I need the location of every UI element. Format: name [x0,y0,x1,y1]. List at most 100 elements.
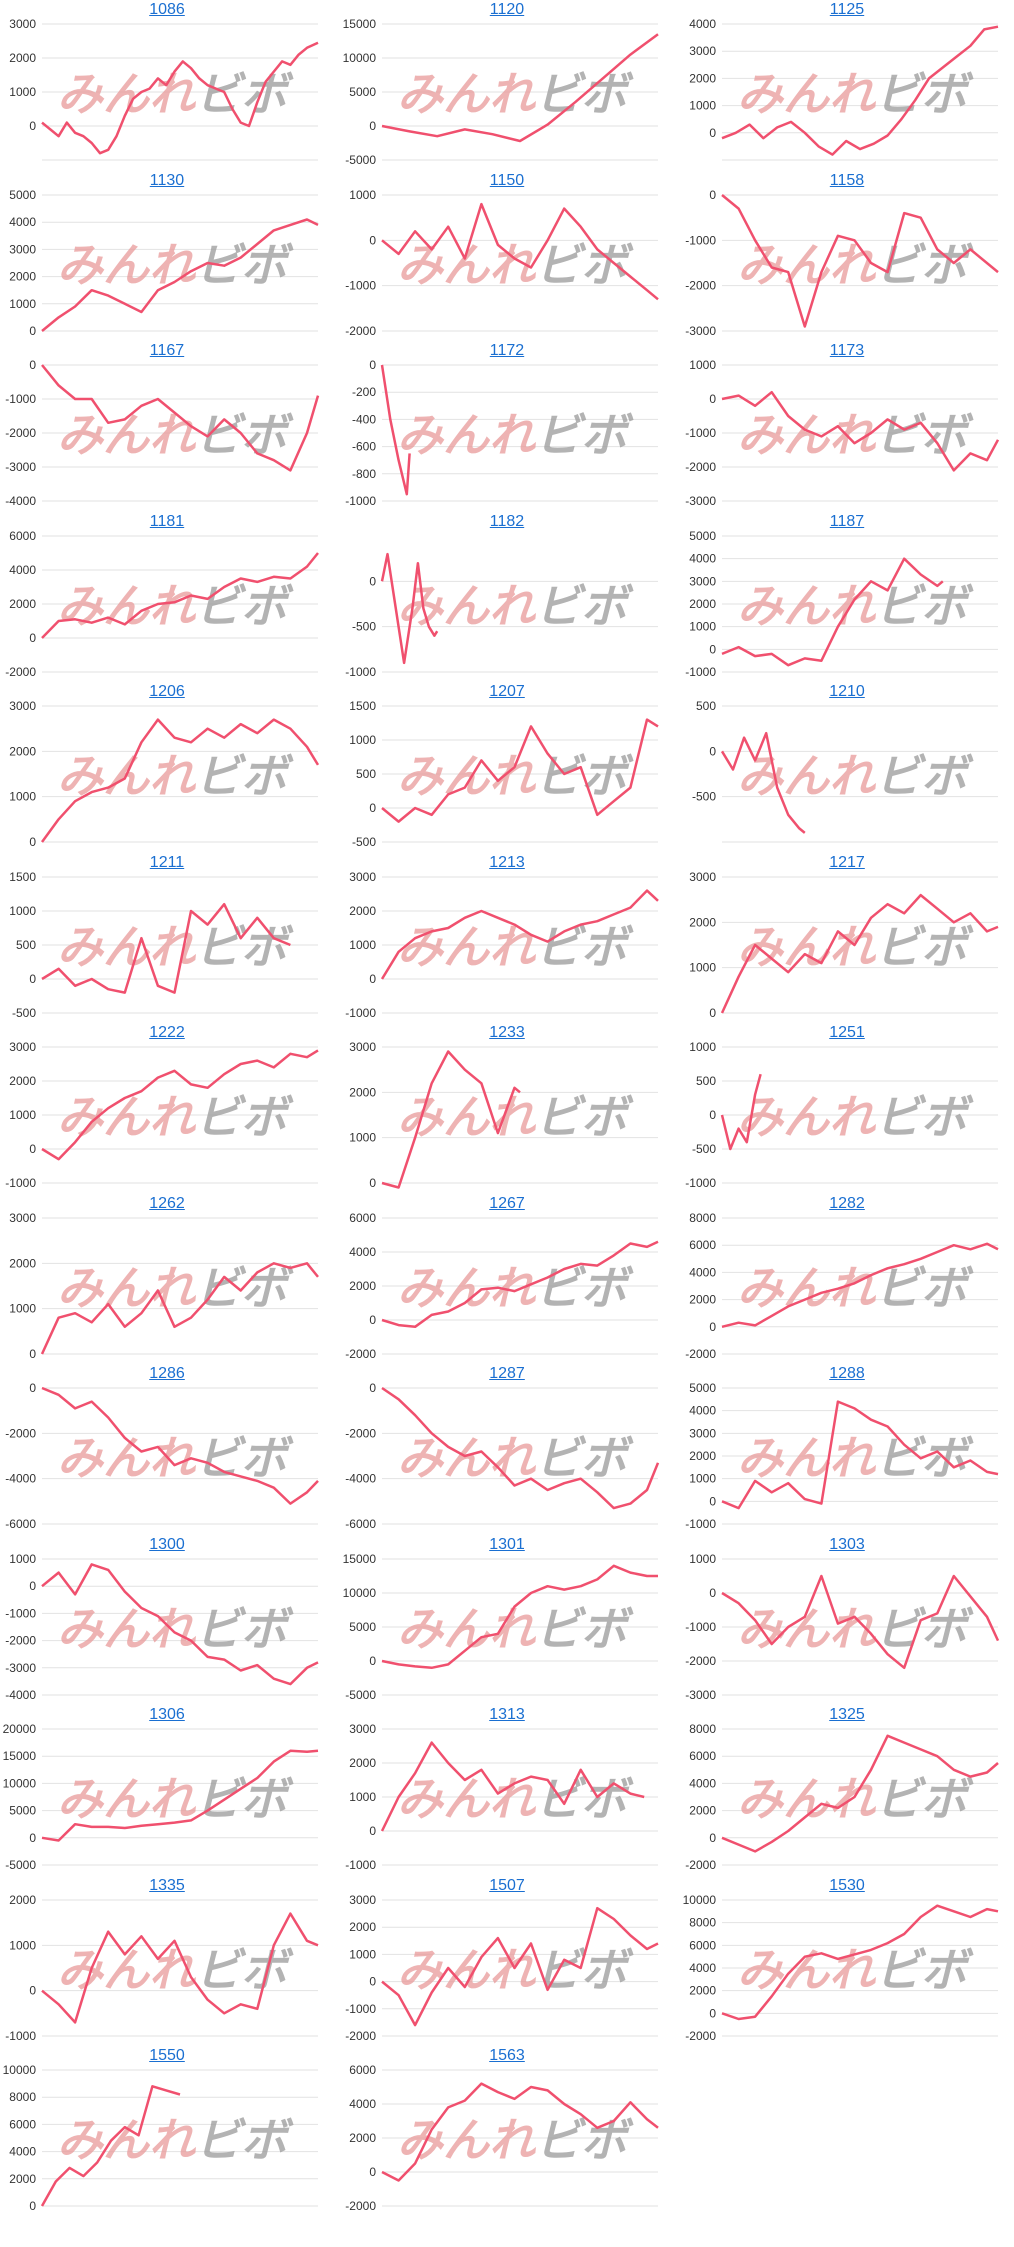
chart-title-link[interactable]: 1130 [149,171,185,189]
chart-title-link[interactable]: 1550 [149,2047,185,2064]
y-tick-label: 2000 [349,1920,376,1934]
chart-1267: 1267 -2000 0 2000 4000 6000 みんれビボ [340,1194,674,1364]
chart-title-link[interactable]: 1300 [149,1535,185,1553]
chart-title-link[interactable]: 1313 [489,1706,525,1723]
chart-1173: 1173 -3000 -2000 -1000 0 1000 みんれビボ [680,341,1014,511]
chart-title-link[interactable]: 1120 [489,1,525,18]
y-tick-label: 4000 [689,551,716,565]
chart-title-link[interactable]: 1173 [829,342,865,359]
y-tick-label: 3000 [9,699,36,713]
chart-title-link[interactable]: 1222 [149,1024,185,1041]
chart-title-link[interactable]: 1207 [489,683,525,700]
y-tick-label: -2000 [5,665,36,679]
watermark: みんれビボ [397,1602,634,1656]
chart-title-link[interactable]: 1335 [149,1876,185,1894]
y-tick-label: 6000 [9,529,36,543]
chart-title-link[interactable]: 1530 [829,1876,865,1894]
chart-title-link[interactable]: 1206 [149,683,185,700]
chart-title-link[interactable]: 1287 [489,1365,525,1382]
chart-plot: -1000 0 1000 2000 3000 みんれビボ [5,1040,319,1190]
chart-title-link[interactable]: 1286 [149,1365,185,1382]
chart-title-link[interactable]: 1210 [829,683,865,700]
chart-title-link[interactable]: 1282 [829,1194,865,1212]
chart-title-link[interactable]: 1172 [489,342,525,359]
chart-1288: 1288 -1000 0 1000 2000 3000 4000 5000 みんれビボ [680,1364,1014,1534]
y-tick-label: -200 [352,385,376,399]
y-tick-label: 2000 [9,744,36,758]
chart-1300: 1300 -4000 -3000 -2000 -1000 0 1000 みんれビボ [0,1535,334,1705]
y-tick-label: 15000 [3,1749,37,1763]
chart-plot: -2000 0 2000 4000 6000 みんれビボ [5,529,319,679]
chart-title-link[interactable]: 1325 [829,1706,865,1723]
chart-title-link[interactable]: 1233 [489,1024,525,1041]
chart-plot: -4000 -3000 -2000 -1000 0 みんれビボ [5,358,320,508]
y-tick-label: 5000 [349,1620,376,1634]
chart-title-link[interactable]: 1213 [489,853,525,871]
series-line [720,893,999,1014]
y-tick-label: -1000 [345,665,376,679]
chart-title-link[interactable]: 1262 [149,1194,185,1212]
y-tick-label: -4000 [5,494,36,508]
y-tick-label: 2000 [349,1756,376,1770]
y-tick-label: 1000 [349,1947,376,1961]
chart-title-link[interactable]: 1251 [829,1024,865,1041]
watermark: みんれビボ [737,1943,974,1997]
y-tick-label: 1000 [349,188,376,202]
watermark: みんれビボ [397,408,634,462]
chart-1182: 1182 -1000 -500 0 みんれビボ [340,512,674,682]
chart-title-link[interactable]: 1187 [829,512,865,530]
y-tick-label: 0 [369,1974,376,1988]
y-tick-label: -1000 [685,1517,716,1531]
y-tick-label: -4000 [345,1472,376,1486]
y-tick-label: 2000 [689,915,716,929]
series-line [380,364,411,496]
chart-title-link[interactable]: 1167 [149,342,185,359]
chart-title-link[interactable]: 1125 [829,1,865,18]
y-tick-label: 5000 [9,1804,36,1818]
y-tick-label: 1000 [689,619,716,633]
y-tick-label: 4000 [689,17,716,31]
y-tick-label: 5000 [689,529,716,543]
y-tick-label: 4000 [9,563,36,577]
chart-title-link[interactable]: 1303 [829,1535,865,1553]
chart-title-link[interactable]: 1181 [149,512,185,530]
watermark: みんれビボ [737,238,974,292]
chart-plot: -1000 0 1000 2000 みんれビボ [5,1893,319,2043]
y-tick-label: -2000 [5,1426,36,1440]
y-tick-label: 0 [369,358,376,372]
chart-title-link[interactable]: 1563 [489,2047,525,2064]
y-tick-label: -500 [692,790,716,804]
chart-title-link[interactable]: 1217 [829,853,865,871]
series-line [721,1903,999,2020]
chart-title-link[interactable]: 1086 [149,1,185,18]
series-line [721,390,1000,472]
watermark: みんれビボ [57,1261,294,1315]
chart-title-link[interactable]: 1306 [149,1706,185,1723]
chart-title-link[interactable]: 1288 [829,1365,865,1382]
y-tick-label: 8000 [689,1722,716,1736]
y-tick-label: 0 [709,744,716,758]
watermark: みんれビボ [397,579,634,633]
y-tick-label: 0 [29,119,36,133]
y-tick-label: 0 [29,1347,36,1361]
chart-title-link[interactable]: 1507 [489,1876,525,1894]
chart-title-link[interactable]: 1211 [149,853,185,871]
y-tick-label: -2000 [685,278,716,292]
chart-plot: -5000 0 5000 10000 15000 20000 みんれビボ [3,1722,319,1872]
y-tick-label: -2000 [685,1654,716,1668]
y-tick-label: 0 [369,1176,376,1190]
y-tick-label: -1000 [5,1176,36,1190]
chart-title-link[interactable]: 1158 [829,171,865,189]
chart-title-link[interactable]: 1301 [489,1535,525,1553]
watermark: みんれビボ [397,1090,634,1144]
y-tick-label: 1000 [349,1131,376,1145]
chart-title-link[interactable]: 1267 [489,1194,525,1212]
chart-1130: 1130 0 1000 2000 3000 4000 5000 みんれビボ [0,171,334,341]
chart-title-link[interactable]: 1182 [489,512,525,530]
y-tick-label: -1000 [685,1620,716,1634]
y-tick-label: 4000 [9,215,36,229]
y-tick-label: 10000 [683,1893,717,1907]
watermark: みんれビボ [397,238,634,292]
chart-title-link[interactable]: 1150 [489,171,525,189]
chart-1217: 1217 0 1000 2000 3000 みんれビボ [680,853,1014,1023]
